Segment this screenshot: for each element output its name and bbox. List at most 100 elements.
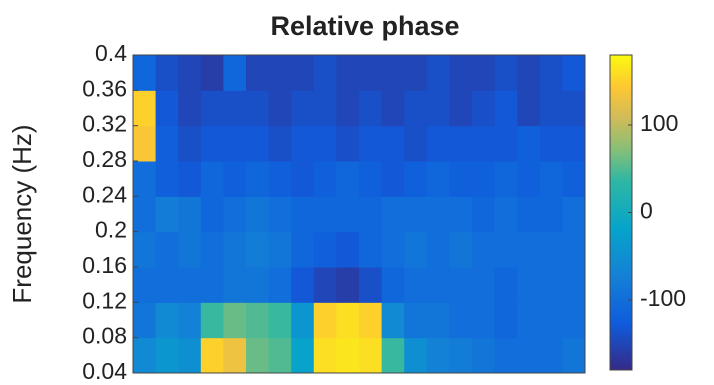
heat-cell [223,55,247,91]
heat-cell [359,302,383,339]
heat-cell [562,90,586,127]
heat-cell [155,196,179,233]
heat-cell [426,161,450,197]
y-tick-label: 0.08 [82,323,127,349]
heat-cell [404,125,428,162]
heat-cell [359,90,383,127]
heat-cell [517,196,541,233]
heat-cell [562,231,586,268]
heat-cell [562,267,586,303]
heat-cell [133,337,157,374]
heat-cell [562,302,586,339]
heat-cell [336,231,360,268]
heat-cell [246,267,270,303]
heat-cell [268,161,292,197]
heat-cell [246,55,270,91]
heat-cell [291,337,315,374]
heat-cell [313,302,337,339]
heat-cell [426,90,450,127]
heat-cell [268,231,292,268]
heat-cell [359,231,383,268]
heat-cell [246,196,270,233]
heat-cell [449,267,473,303]
heat-cell [449,231,473,268]
heat-cell [494,90,518,127]
heat-cell [336,125,360,162]
heat-cell [336,161,360,197]
heat-cell [539,196,563,233]
heat-cell [336,196,360,233]
colorbar-tick-label: 100 [640,110,678,136]
heat-cell [494,267,518,303]
heat-cell [359,337,383,374]
heat-cell [472,196,496,233]
y-axis-label: Frequency (Hz) [7,124,37,303]
heat-cell [539,337,563,374]
heat-cell [381,55,405,91]
heat-cell [336,302,360,339]
heat-cell [200,302,224,339]
heat-cell [223,125,247,162]
heat-cell [449,55,473,91]
y-tick-label: 0.04 [82,358,127,384]
heat-cell [494,231,518,268]
heat-cell [200,196,224,233]
plot-frame [132,54,586,374]
heat-cell [336,337,360,374]
heat-cell [200,55,224,91]
heat-cell [404,161,428,197]
heat-cell [562,161,586,197]
heat-cell [155,231,179,268]
heat-cell [155,90,179,127]
heat-cell [494,161,518,197]
heat-cell [200,267,224,303]
y-tick-label: 0.36 [82,75,127,101]
heat-cell [178,125,202,162]
heat-cell [223,267,247,303]
heat-cell [178,161,202,197]
heat-cell [313,231,337,268]
heat-cell [449,196,473,233]
colorbar-tick-label: -100 [640,285,686,311]
heat-cell [223,231,247,268]
heat-cell [336,55,360,91]
heat-cell [472,161,496,197]
heat-cell [472,231,496,268]
heat-cell [404,231,428,268]
heat-cell [313,55,337,91]
heat-cell [517,90,541,127]
heat-cell [291,267,315,303]
heat-cell [133,267,157,303]
heat-cell [155,161,179,197]
heat-cell [381,267,405,303]
heat-cell [426,196,450,233]
heat-cell [313,90,337,127]
heat-cell [426,302,450,339]
heat-cell [539,55,563,91]
heat-cell [246,125,270,162]
heat-cell [155,302,179,339]
heat-cell [449,302,473,339]
heat-cell [517,55,541,91]
heat-cell [178,302,202,339]
heat-cell [313,337,337,374]
heat-cell [178,55,202,91]
heat-cell [539,90,563,127]
heat-cell [359,196,383,233]
heat-cell [472,125,496,162]
y-tick-label: 0.4 [95,40,127,66]
y-tick-label: 0.28 [82,146,127,172]
heat-cell [517,267,541,303]
heat-cell [336,90,360,127]
colorbar-tick-label: 0 [640,198,653,224]
heat-cell [313,267,337,303]
heat-cell [539,267,563,303]
heat-cell [404,90,428,127]
heat-cell [155,55,179,91]
heat-cell [517,302,541,339]
heat-cell [517,337,541,374]
heat-cell [562,196,586,233]
heat-cell [472,55,496,91]
heat-cell [381,125,405,162]
heat-cell [472,267,496,303]
